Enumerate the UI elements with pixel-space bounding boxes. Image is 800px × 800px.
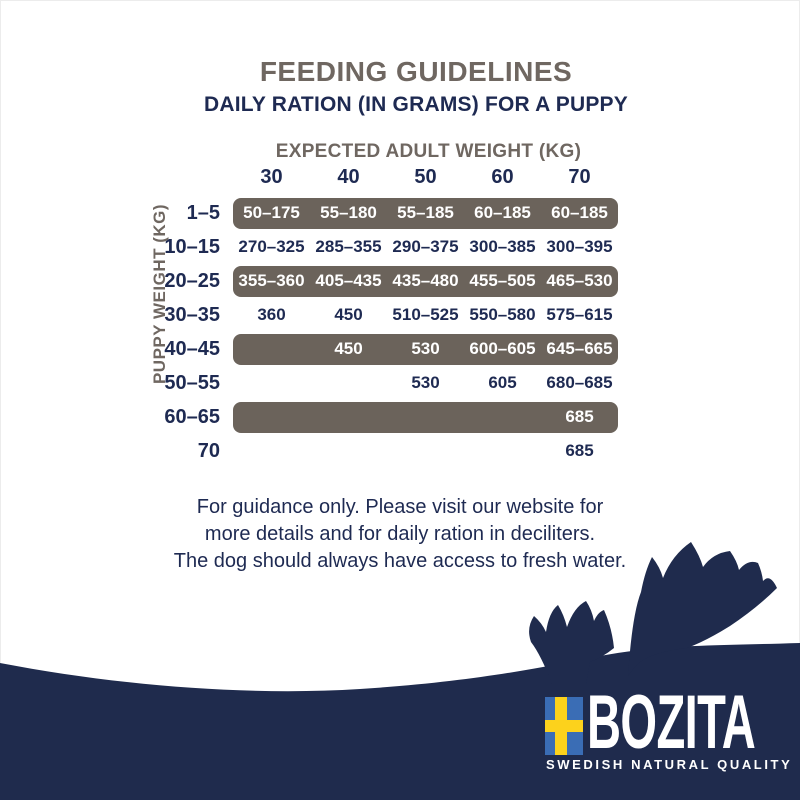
table-cell: 355–360 bbox=[238, 271, 305, 290]
footnote-line: more details and for daily ration in dec… bbox=[204, 523, 596, 545]
table-cell: 450 bbox=[334, 305, 363, 324]
table-cell: 575–615 bbox=[546, 305, 613, 324]
moose-antler-left-icon bbox=[529, 601, 614, 684]
row-cells: 685 bbox=[233, 436, 618, 467]
row-cells: 355–360 405–435 435–480 455–505 465–530 bbox=[233, 265, 618, 297]
column-label-60: 60 bbox=[491, 166, 514, 188]
table-row: 20–25 355–360 405–435 435–480 455–505 46… bbox=[153, 264, 620, 298]
footnote-line: The dog should always have access to fre… bbox=[173, 550, 627, 572]
table-row: 70 685 bbox=[153, 434, 620, 468]
footnote-line: For guidance only. Please visit our webs… bbox=[196, 496, 604, 518]
table-cell: 60–185 bbox=[474, 203, 531, 222]
brand-tagline: SWEDISH NATURAL QUALITY bbox=[546, 757, 793, 772]
table-cell: 270–325 bbox=[238, 237, 305, 256]
feeding-table: 1–5 50–175 55–180 55–185 60–185 60–185 1… bbox=[153, 196, 620, 468]
table-cell: 510–525 bbox=[392, 305, 459, 324]
footnote: For guidance only. Please visit our webs… bbox=[0, 494, 800, 575]
table-cell: 55–180 bbox=[320, 203, 377, 222]
row-label: 30–35 bbox=[164, 303, 220, 326]
table-row: 30–35 360 450 510–525 550–580 575–615 bbox=[153, 298, 620, 332]
table-cell: 50–175 bbox=[243, 203, 300, 222]
row-label: 1–5 bbox=[186, 201, 220, 224]
table-column-labels: 30 40 50 60 70 bbox=[233, 166, 618, 189]
table-cell: 645–665 bbox=[546, 339, 613, 358]
row-cells: 50–175 55–180 55–185 60–185 60–185 bbox=[233, 197, 618, 229]
brand-name: BOZITA bbox=[587, 680, 756, 765]
column-label-50: 50 bbox=[414, 166, 437, 188]
page-subtitle: DAILY RATION (IN GRAMS) FOR A PUPPY bbox=[204, 93, 628, 116]
table-row: 40–45 450 530 600–605 645–665 bbox=[153, 332, 620, 366]
table-cell: 685 bbox=[565, 407, 594, 426]
table-cell: 285–355 bbox=[315, 237, 382, 256]
column-label-30: 30 bbox=[260, 166, 283, 188]
row-cells: 360 450 510–525 550–580 575–615 bbox=[233, 300, 618, 331]
table-cell: 55–185 bbox=[397, 203, 454, 222]
table-cell: 685 bbox=[565, 441, 594, 460]
table-cell: 435–480 bbox=[392, 271, 459, 290]
table-cell: 455–505 bbox=[469, 271, 536, 290]
swedish-flag-icon bbox=[545, 697, 583, 755]
row-label: 10–15 bbox=[164, 235, 220, 258]
flag-cross-horizontal bbox=[545, 720, 583, 732]
headings: FEEDING GUIDELINES DAILY RATION (IN GRAM… bbox=[0, 56, 800, 118]
row-label: 40–45 bbox=[164, 337, 220, 360]
table-row: 10–15 270–325 285–355 290–375 300–385 30… bbox=[153, 230, 620, 264]
table-cell: 600–605 bbox=[469, 339, 536, 358]
table-row: 50–55 530 605 680–685 bbox=[153, 366, 620, 400]
table-column-group-header: EXPECTED ADULT WEIGHT (KG) bbox=[275, 141, 582, 162]
row-label: 50–55 bbox=[164, 371, 220, 394]
table-cell: 680–685 bbox=[546, 373, 613, 392]
table-cell: 290–375 bbox=[392, 237, 459, 256]
table-cell: 530 bbox=[411, 373, 440, 392]
page-title: FEEDING GUIDELINES bbox=[259, 56, 573, 87]
table-row: 60–65 685 bbox=[153, 400, 620, 434]
table-cell: 405–435 bbox=[315, 271, 382, 290]
row-label: 20–25 bbox=[164, 269, 220, 292]
row-cells: 450 530 600–605 645–665 bbox=[233, 333, 618, 365]
table-cell: 465–530 bbox=[546, 271, 613, 290]
table-cell: 550–580 bbox=[469, 305, 536, 324]
row-label: 60–65 bbox=[164, 405, 220, 428]
table-row: 1–5 50–175 55–180 55–185 60–185 60–185 bbox=[153, 196, 620, 230]
table-cell: 605 bbox=[488, 373, 517, 392]
row-label: 70 bbox=[197, 439, 220, 462]
table-cell: 300–385 bbox=[469, 237, 536, 256]
table-cell: 360 bbox=[257, 305, 286, 324]
table-cell: 450 bbox=[334, 339, 363, 358]
column-label-40: 40 bbox=[337, 166, 360, 188]
table-cell: 530 bbox=[411, 339, 440, 358]
column-label-70: 70 bbox=[568, 166, 591, 188]
brand-logo: BOZITA SWEDISH NATURAL QUALITY bbox=[545, 681, 790, 784]
table-cell: 60–185 bbox=[551, 203, 608, 222]
table-cell: 300–395 bbox=[546, 237, 613, 256]
row-cells: 685 bbox=[233, 401, 618, 433]
row-cells: 270–325 285–355 290–375 300–385 300–395 bbox=[233, 232, 618, 263]
row-cells: 530 605 680–685 bbox=[233, 368, 618, 399]
